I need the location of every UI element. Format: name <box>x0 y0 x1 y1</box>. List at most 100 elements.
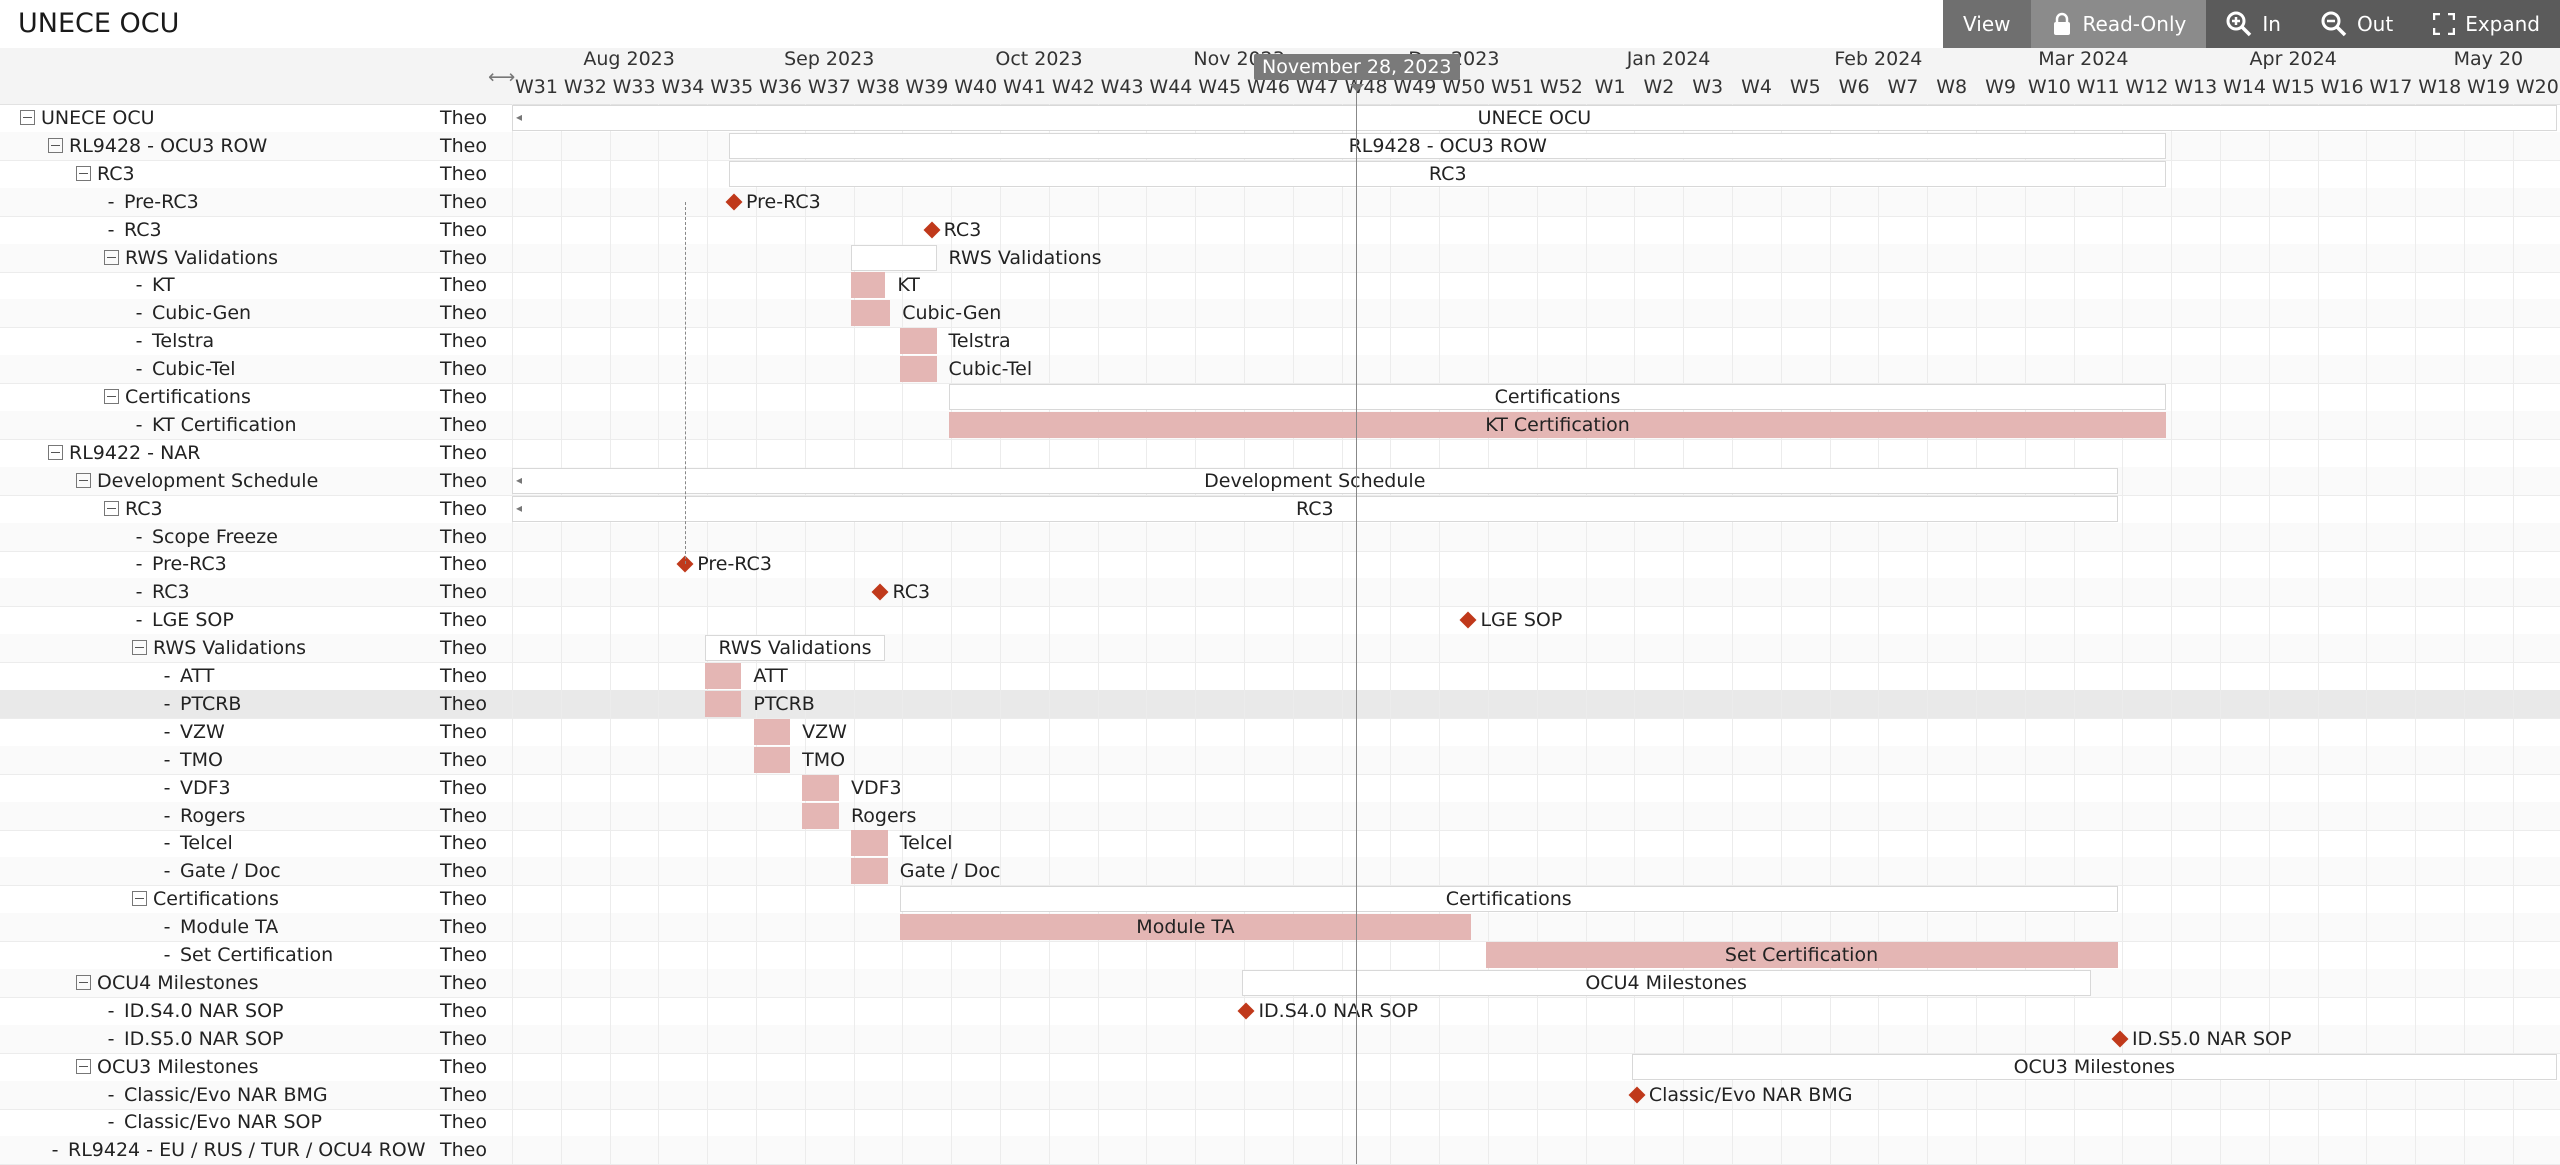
milestone-diamond[interactable] <box>1237 1002 1255 1020</box>
task-name[interactable]: - LGE SOP <box>132 609 234 631</box>
table-row[interactable]: - Cubic-Tel Theo <box>0 355 2560 385</box>
task-bar[interactable] <box>753 746 791 773</box>
summary-bar[interactable] <box>1241 969 2091 996</box>
task-name[interactable]: - PTCRB <box>160 693 242 715</box>
task-bar[interactable] <box>802 802 839 829</box>
task-bar[interactable] <box>704 690 742 717</box>
table-row[interactable]: - TMO Theo <box>0 745 2560 775</box>
task-bar[interactable] <box>899 914 1471 941</box>
task-name[interactable]: - Gate / Doc <box>160 860 281 882</box>
table-row[interactable]: - ID.S5.0 NAR SOP Theo <box>0 1024 2560 1054</box>
collapse-toggle-icon[interactable] <box>76 974 91 990</box>
table-row[interactable]: - RC3 Theo <box>0 578 2560 608</box>
task-bar[interactable] <box>753 718 791 745</box>
task-name[interactable]: Certifications <box>132 888 279 910</box>
summary-bar[interactable] <box>729 132 2167 159</box>
task-name[interactable]: RWS Validations <box>132 637 306 659</box>
task-name[interactable]: - VDF3 <box>160 777 231 799</box>
task-name[interactable]: - RC3 <box>132 581 190 603</box>
milestone-diamond[interactable] <box>2111 1030 2129 1048</box>
collapse-toggle-icon[interactable] <box>76 165 91 181</box>
task-name[interactable]: - Pre-RC3 <box>132 553 227 575</box>
summary-bar[interactable] <box>948 384 2167 410</box>
zoom-out-button[interactable]: Out <box>2301 0 2413 48</box>
table-row[interactable]: - Scope Freeze Theo <box>0 522 2560 552</box>
expand-button[interactable]: Expand <box>2413 0 2560 48</box>
task-bar[interactable] <box>851 300 891 327</box>
summary-bar[interactable] <box>704 635 886 662</box>
collapse-toggle-icon[interactable] <box>104 249 119 265</box>
task-name[interactable]: - Telcel <box>160 832 233 854</box>
task-name[interactable]: - Cubic-Gen <box>132 302 252 324</box>
task-bar[interactable] <box>802 774 839 801</box>
task-name[interactable]: - VZW <box>160 721 225 743</box>
summary-bar[interactable] <box>899 886 2118 913</box>
task-name[interactable]: - TMO <box>160 749 223 771</box>
task-bar[interactable] <box>851 858 888 885</box>
task-name[interactable]: - RC3 <box>104 219 162 241</box>
task-name[interactable]: RC3 <box>76 163 135 185</box>
task-bar[interactable] <box>1485 942 2118 968</box>
task-bar[interactable] <box>851 272 886 299</box>
task-name[interactable]: - Classic/Evo NAR SOP <box>104 1111 322 1133</box>
task-name[interactable]: - Cubic-Tel <box>132 358 236 380</box>
collapse-toggle-icon[interactable] <box>104 500 119 516</box>
collapse-toggle-icon[interactable] <box>20 110 35 125</box>
milestone-diamond[interactable] <box>725 193 743 211</box>
task-name[interactable]: UNECE OCU <box>20 107 155 129</box>
task-name[interactable]: - KT Certification <box>132 414 297 436</box>
summary-bar[interactable] <box>512 467 2118 494</box>
task-bar[interactable] <box>899 328 937 355</box>
task-name[interactable]: RL9428 - OCU3 ROW <box>48 135 267 157</box>
task-name[interactable]: OCU4 Milestones <box>76 972 259 994</box>
summary-bar[interactable] <box>729 160 2167 187</box>
collapse-toggle-icon[interactable] <box>132 891 147 907</box>
zoom-in-button[interactable]: In <box>2206 0 2301 48</box>
table-row[interactable]: RWS Validations Theo <box>0 634 2560 664</box>
task-name[interactable]: RC3 <box>104 498 163 520</box>
milestone-diamond[interactable] <box>1459 611 1477 629</box>
table-row[interactable]: - Pre-RC3 Theo <box>0 187 2560 217</box>
collapse-toggle-icon[interactable] <box>76 1058 91 1074</box>
task-bar[interactable] <box>948 411 2167 438</box>
view-button[interactable]: View <box>1943 0 2031 48</box>
task-name[interactable]: - Telstra <box>132 330 215 352</box>
collapse-toggle-icon[interactable] <box>104 389 119 404</box>
collapse-toggle-icon[interactable] <box>76 472 91 488</box>
summary-bar[interactable] <box>512 495 2118 522</box>
table-row[interactable]: - PTCRB Theo <box>0 689 2560 719</box>
table-row[interactable]: - Gate / Doc Theo <box>0 857 2560 887</box>
task-bar[interactable] <box>899 356 937 383</box>
collapse-toggle-icon[interactable] <box>48 137 63 153</box>
resize-arrows-icon[interactable]: ⟷ <box>488 66 516 88</box>
milestone-diamond[interactable] <box>923 221 941 239</box>
task-name[interactable]: - Set Certification <box>160 944 334 966</box>
task-bar[interactable] <box>704 663 742 689</box>
task-name[interactable]: - Module TA <box>160 916 279 938</box>
milestone-diamond[interactable] <box>871 583 889 601</box>
task-name[interactable]: - Scope Freeze <box>132 526 278 548</box>
summary-bar[interactable] <box>851 244 937 271</box>
task-name[interactable]: - ID.S5.0 NAR SOP <box>104 1028 284 1050</box>
task-name[interactable]: - ATT <box>160 665 215 687</box>
table-row[interactable]: RWS Validations Theo <box>0 243 2560 273</box>
table-row[interactable]: - Rogers Theo <box>0 801 2560 831</box>
scroll-left-caret-icon[interactable]: ◂ <box>516 500 523 515</box>
scroll-left-caret-icon[interactable]: ◂ <box>516 110 523 124</box>
task-name[interactable]: - Pre-RC3 <box>104 191 199 213</box>
collapse-toggle-icon[interactable] <box>48 444 63 460</box>
scroll-left-caret-icon[interactable]: ◂ <box>516 472 523 487</box>
collapse-toggle-icon[interactable] <box>132 640 147 656</box>
summary-bar[interactable] <box>512 105 2557 131</box>
table-row[interactable]: - RL9424 - EU / RUS / TUR / OCU4 ROW Theo <box>0 1136 2560 1165</box>
task-name[interactable]: - RL9424 - EU / RUS / TUR / OCU4 ROW <box>48 1139 426 1161</box>
task-name[interactable]: OCU3 Milestones <box>76 1056 259 1078</box>
task-name[interactable]: RWS Validations <box>104 247 278 269</box>
table-row[interactable]: - Classic/Evo NAR BMG Theo <box>0 1080 2560 1110</box>
read-only-button[interactable]: Read-Only <box>2030 0 2207 48</box>
task-name[interactable]: - Classic/Evo NAR BMG <box>104 1084 328 1106</box>
table-row[interactable]: - Cubic-Gen Theo <box>0 299 2560 329</box>
task-name[interactable]: - ID.S4.0 NAR SOP <box>104 1000 284 1022</box>
task-bar[interactable] <box>851 830 888 857</box>
summary-bar[interactable] <box>1631 1053 2557 1080</box>
